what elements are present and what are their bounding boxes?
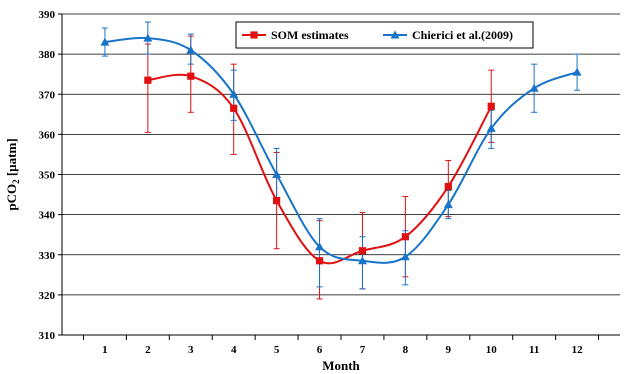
marker-som (358, 247, 367, 255)
marker-chierici (143, 33, 153, 42)
legend-label-chierici: Chierici et al.(2009) (412, 28, 513, 42)
marker-chierici (572, 67, 582, 76)
error-bars (101, 21, 581, 300)
x-tick-label: 12 (572, 344, 584, 356)
legend-swatch-marker-som (250, 31, 258, 39)
marker-chierici (357, 256, 367, 265)
marker-chierici (400, 252, 410, 261)
y-tick-label: 380 (39, 49, 56, 61)
legend-label-som: SOM estimates (271, 28, 349, 42)
gridlines (62, 13, 620, 296)
x-tick-label: 8 (403, 344, 409, 356)
x-tick-label: 9 (446, 344, 452, 356)
marker-som (315, 257, 324, 265)
legend-swatch-marker-chierici (390, 30, 400, 39)
y-tick-label: 360 (39, 129, 56, 141)
legend: SOM estimates Chierici et al.(2009) (235, 21, 534, 49)
x-tick-label: 3 (188, 344, 194, 356)
x-tick-label: 10 (486, 344, 498, 356)
x-tick-label: 7 (360, 344, 366, 356)
marker-som (487, 102, 495, 110)
y-tick-label: 390 (39, 9, 56, 21)
x-tick-label: 6 (317, 344, 323, 356)
marker-som (444, 182, 452, 191)
y-tick-label: 330 (39, 250, 56, 262)
x-tick-label: 5 (274, 344, 280, 356)
marker-chierici (443, 200, 453, 209)
marker-chierici (100, 37, 110, 46)
marker-chierici (529, 83, 539, 92)
marker-som (273, 196, 281, 205)
x-axis-label: Month (322, 358, 360, 373)
marker-som (144, 76, 152, 84)
marker-chierici (272, 170, 282, 178)
y-tick-label: 370 (39, 89, 56, 101)
x-tick-labels: 1 2 3 4 5 6 7 8 9 10 11 12 (102, 344, 583, 356)
marker-chierici (315, 242, 325, 251)
y-tick-label: 350 (39, 170, 56, 182)
y-axis-label: pCO2 [µatm] (4, 138, 21, 210)
y-tick-label: 310 (39, 330, 56, 342)
marker-chierici (229, 89, 239, 98)
marker-som (401, 233, 409, 241)
series-lines (104, 36, 578, 265)
marker-som (187, 72, 195, 80)
x-tick-label: 11 (529, 344, 539, 356)
x-tick-label: 4 (231, 344, 237, 356)
y-tick-label: 340 (39, 210, 56, 222)
series-line-chierici (104, 36, 578, 264)
x-tick-label: 2 (145, 344, 151, 356)
series-markers (100, 33, 582, 265)
marker-chierici (186, 45, 196, 54)
y-tick-labels: 310 320 330 340 350 360 370 380 390 (39, 9, 56, 342)
x-tick-label: 1 (102, 344, 108, 356)
marker-chierici (486, 123, 496, 132)
marker-som (230, 104, 238, 112)
axes (58, 13, 620, 340)
legend-box (235, 21, 534, 49)
y-tick-label: 320 (39, 290, 56, 302)
